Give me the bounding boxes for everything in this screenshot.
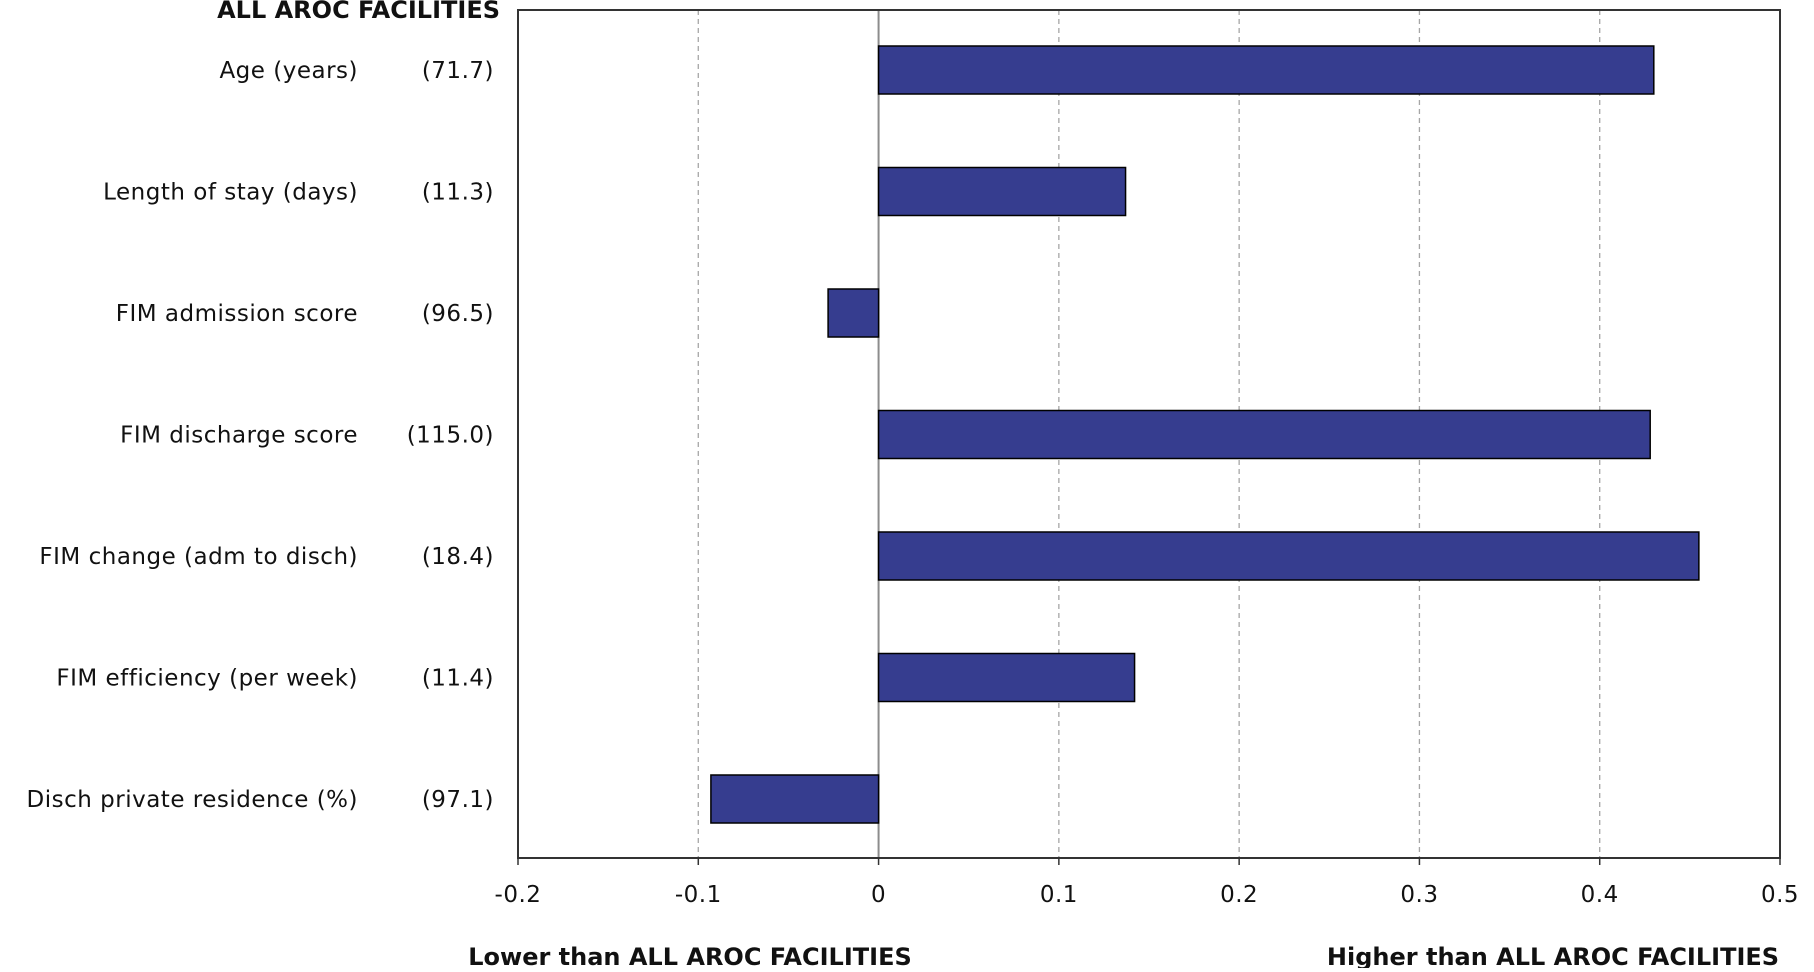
bar: [877, 531, 1700, 581]
plot-frame: [517, 9, 1781, 859]
reference-value-label: (97.1): [422, 787, 494, 813]
category-label: FIM admission score: [116, 301, 358, 327]
x-tick-label: -0.1: [675, 882, 722, 908]
bar: [877, 409, 1651, 460]
reference-value-label: (96.5): [422, 301, 494, 327]
category-label: FIM discharge score: [120, 423, 358, 449]
bar: [877, 652, 1136, 703]
bar: [710, 774, 880, 824]
bar: [877, 166, 1127, 217]
category-label: FIM efficiency (per week): [56, 666, 358, 692]
x-tick-label: 0.1: [1040, 882, 1078, 908]
chart-header: ALL AROC FACILITIES: [217, 0, 500, 24]
x-tick-label: -0.2: [495, 882, 542, 908]
reference-value-label: (11.3): [422, 180, 494, 206]
bar: [827, 288, 880, 338]
lower-direction-label: Lower than ALL AROC FACILITIES: [468, 943, 912, 968]
higher-direction-label: Higher than ALL AROC FACILITIES: [1327, 943, 1779, 968]
x-tick-label: 0: [871, 882, 886, 908]
bar-layer: [710, 45, 1700, 824]
category-label: FIM change (adm to disch): [39, 544, 358, 570]
x-tick-label: 0.2: [1220, 882, 1258, 908]
bar: [877, 45, 1655, 95]
x-tick-label: 0.3: [1400, 882, 1438, 908]
reference-value-label: (71.7): [422, 58, 494, 84]
label-layer: -0.2 -0.1 0 0.1 0.2 0.3 0.4 0.5 Age (years) (71.7…: [27, 58, 1799, 908]
category-label: Length of stay (days): [103, 180, 358, 206]
x-tick-label: 0.5: [1761, 882, 1799, 908]
reference-value-label: (115.0): [407, 423, 494, 449]
reference-value-label: (11.4): [422, 666, 494, 692]
x-tick-label: 0.4: [1581, 882, 1619, 908]
reference-value-label: (18.4): [422, 544, 494, 570]
category-label: Age (years): [219, 58, 358, 84]
category-label: Disch private residence (%): [27, 787, 358, 813]
